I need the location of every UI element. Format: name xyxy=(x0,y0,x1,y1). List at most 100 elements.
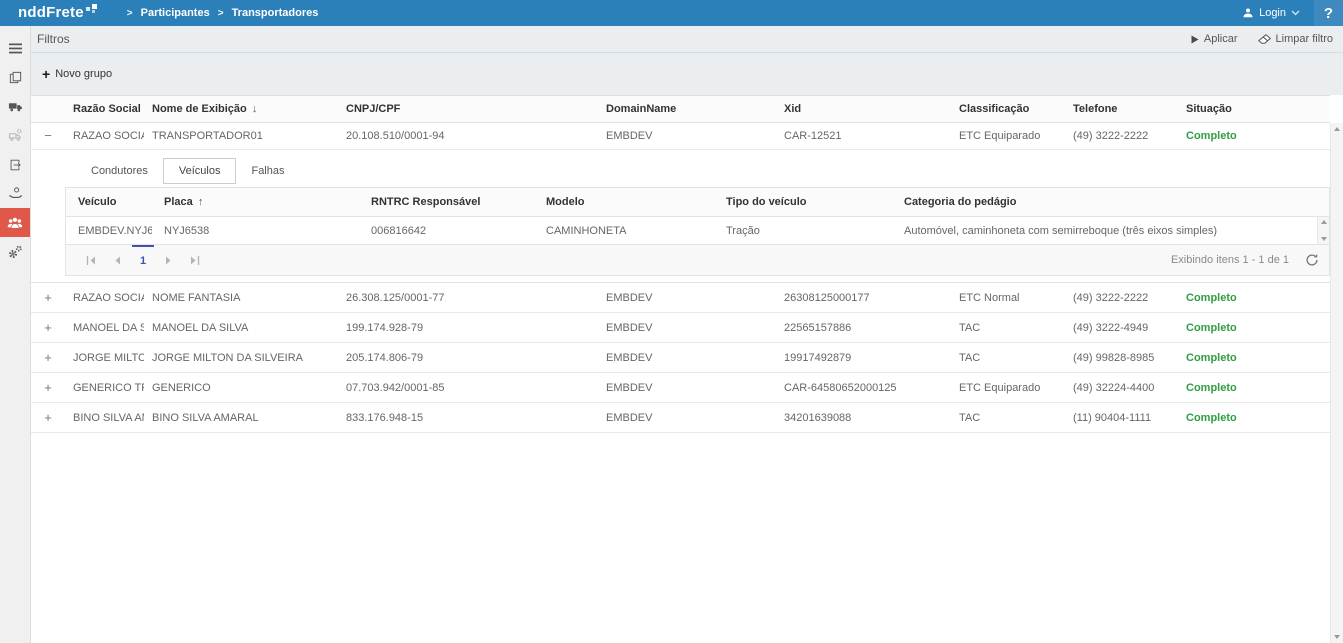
column-header-tipo-veiculo[interactable]: Tipo do veículo xyxy=(726,196,807,208)
cell-placa: NYJ6538 xyxy=(164,224,210,237)
column-header-veiculo[interactable]: Veículo xyxy=(78,196,117,208)
expand-row-button[interactable]: + xyxy=(44,320,52,335)
cell-telefone: (49) 99828-8985 xyxy=(1073,351,1155,364)
table-row[interactable]: + BINO SILVA AMA... BINO SILVA AMARAL 83… xyxy=(31,403,1330,433)
sidebar-item-documents[interactable] xyxy=(0,63,30,92)
column-header-classificacao[interactable]: Classificação xyxy=(959,103,1030,115)
app-logo-text: nddFrete xyxy=(18,4,84,21)
table-row[interactable]: − RAZAO SOCIAL S... TRANSPORTADOR01 20.1… xyxy=(31,123,1330,150)
cell-cnpj-cpf: 07.703.942/0001-85 xyxy=(346,381,445,394)
apply-filter-label: Aplicar xyxy=(1203,33,1238,45)
sidebar-item-document-export[interactable] xyxy=(0,150,30,179)
chevron-down-icon xyxy=(1291,10,1300,16)
cell-domainname: EMBDEV xyxy=(606,351,653,364)
pager-next-button[interactable] xyxy=(158,245,180,275)
cell-classificacao: TAC xyxy=(959,411,981,424)
filters-title: Filtros xyxy=(37,32,70,46)
table-row[interactable]: + MANOEL DA SILVA MANOEL DA SILVA 199.17… xyxy=(31,313,1330,343)
login-menu[interactable]: Login xyxy=(1228,0,1314,26)
cell-categoria-pedagio: Automóvel, caminhoneta com semirreboque … xyxy=(904,224,1218,237)
cell-cnpj-cpf: 26.308.125/0001-77 xyxy=(346,291,445,304)
transportadores-grid: Razão Social Nome de Exibição ↓ CNPJ/CPF… xyxy=(31,95,1343,643)
status-badge: Completo xyxy=(1186,411,1237,424)
app-logo: nddFrete xyxy=(18,3,97,23)
table-row[interactable]: + RAZAO SOCIAL NOME FANTASIA 26.308.125/… xyxy=(31,283,1330,313)
cell-classificacao: ETC Normal xyxy=(959,291,1020,304)
sidebar-item-truck[interactable] xyxy=(0,92,30,121)
cell-nome-exibicao: JORGE MILTON DA SILVEIRA xyxy=(152,351,303,364)
status-badge: Completo xyxy=(1186,321,1237,334)
breadcrumb-item-participantes[interactable]: Participantes xyxy=(140,7,210,19)
pager-page-1[interactable]: 1 xyxy=(132,245,154,275)
scroll-up-icon[interactable] xyxy=(1320,220,1327,224)
expand-row-button[interactable]: + xyxy=(44,410,52,425)
help-button[interactable]: ? xyxy=(1314,0,1343,26)
cell-nome-exibicao: NOME FANTASIA xyxy=(152,291,241,304)
expand-row-button[interactable]: + xyxy=(44,380,52,395)
cell-nome-exibicao: TRANSPORTADOR01 xyxy=(152,130,263,142)
apply-filter-button[interactable]: Aplicar xyxy=(1191,33,1238,45)
chevron-right-icon: > xyxy=(217,7,224,19)
status-badge: Completo xyxy=(1186,291,1237,304)
column-header-cnpj-cpf[interactable]: CNPJ/CPF xyxy=(346,103,401,115)
column-header-domainname[interactable]: DomainName xyxy=(606,103,677,115)
column-header-rntrc[interactable]: RNTRC Responsável xyxy=(371,196,481,208)
cell-nome-exibicao: GENERICO xyxy=(152,381,211,394)
sidebar-item-menu[interactable] xyxy=(0,34,30,63)
sidebar-item-hand-payment[interactable] xyxy=(0,179,30,208)
cell-xid: 19917492879 xyxy=(784,351,852,364)
expand-row-button[interactable]: + xyxy=(44,290,52,305)
status-badge: Completo xyxy=(1186,130,1237,142)
column-header-razao-social[interactable]: Razão Social xyxy=(73,103,141,115)
expand-row-button[interactable]: + xyxy=(44,350,52,365)
cell-telefone: (49) 3222-2222 xyxy=(1073,130,1149,142)
tab-falhas[interactable]: Falhas xyxy=(251,165,285,177)
document-export-icon xyxy=(8,158,22,172)
scroll-up-icon[interactable] xyxy=(1334,127,1340,131)
cell-classificacao: TAC xyxy=(959,351,981,364)
nested-scrollbar[interactable] xyxy=(1317,217,1329,244)
help-label: ? xyxy=(1323,4,1334,22)
cell-domainname: EMBDEV xyxy=(606,411,653,424)
column-header-placa[interactable]: Placa ↑ xyxy=(152,196,359,208)
cell-xid: CAR-12521 xyxy=(784,130,842,142)
tab-condutores[interactable]: Condutores xyxy=(91,165,148,177)
clear-filter-button[interactable]: Limpar filtro xyxy=(1257,33,1333,45)
cell-xid: 34201639088 xyxy=(784,411,852,424)
column-header-categoria-pedagio[interactable]: Categoria do pedágio xyxy=(904,196,1017,208)
sidebar-item-participants[interactable] xyxy=(0,208,30,237)
column-header-nome-exibicao[interactable]: Nome de Exibição ↓ xyxy=(144,103,338,115)
pager-first-button[interactable] xyxy=(80,245,102,275)
table-row[interactable]: + GENERICO TRAN... GENERICO 07.703.942/0… xyxy=(31,373,1330,403)
scroll-down-icon[interactable] xyxy=(1334,635,1340,639)
tab-veiculos[interactable]: Veículos xyxy=(162,158,237,184)
grid-scrollbar[interactable] xyxy=(1330,123,1343,643)
documents-copy-icon xyxy=(8,70,23,85)
chevron-right-icon: > xyxy=(126,7,133,19)
collapse-row-button[interactable]: − xyxy=(44,129,52,143)
cell-nome-exibicao: MANOEL DA SILVA xyxy=(152,321,249,334)
column-header-telefone[interactable]: Telefone xyxy=(1073,103,1118,115)
pager-status: Exibindo itens 1 - 1 de 1 xyxy=(1170,254,1289,266)
pager-last-button[interactable] xyxy=(184,245,206,275)
refresh-button[interactable] xyxy=(1305,253,1319,267)
column-header-situacao[interactable]: Situação xyxy=(1186,103,1232,115)
breadcrumb: > Participantes > Transportadores xyxy=(127,7,319,19)
column-header-modelo[interactable]: Modelo xyxy=(546,196,585,208)
cell-domainname: EMBDEV xyxy=(606,321,653,334)
breadcrumb-item-transportadores[interactable]: Transportadores xyxy=(231,7,319,19)
truck-icon xyxy=(8,99,23,114)
cell-xid: CAR-64580652000125 xyxy=(784,381,897,394)
play-icon xyxy=(1191,35,1199,44)
pager-prev-button[interactable] xyxy=(106,245,128,275)
column-header-xid[interactable]: Xid xyxy=(784,103,802,115)
top-bar: nddFrete > Participantes > Transportador… xyxy=(0,0,1343,26)
veiculo-row[interactable]: EMBDEV.NYJ6538 NYJ6538 006816642 CAMINHO… xyxy=(66,217,1329,245)
sidebar-item-truck-settings[interactable] xyxy=(0,121,30,150)
cell-razao-social: JORGE MILTON ... xyxy=(73,351,144,364)
new-group-button[interactable]: + Novo grupo xyxy=(42,67,112,81)
scroll-down-icon[interactable] xyxy=(1320,237,1327,241)
sidebar-item-settings[interactable] xyxy=(0,237,30,266)
table-row[interactable]: + JORGE MILTON ... JORGE MILTON DA SILVE… xyxy=(31,343,1330,373)
cell-razao-social: MANOEL DA SILVA xyxy=(73,321,144,334)
